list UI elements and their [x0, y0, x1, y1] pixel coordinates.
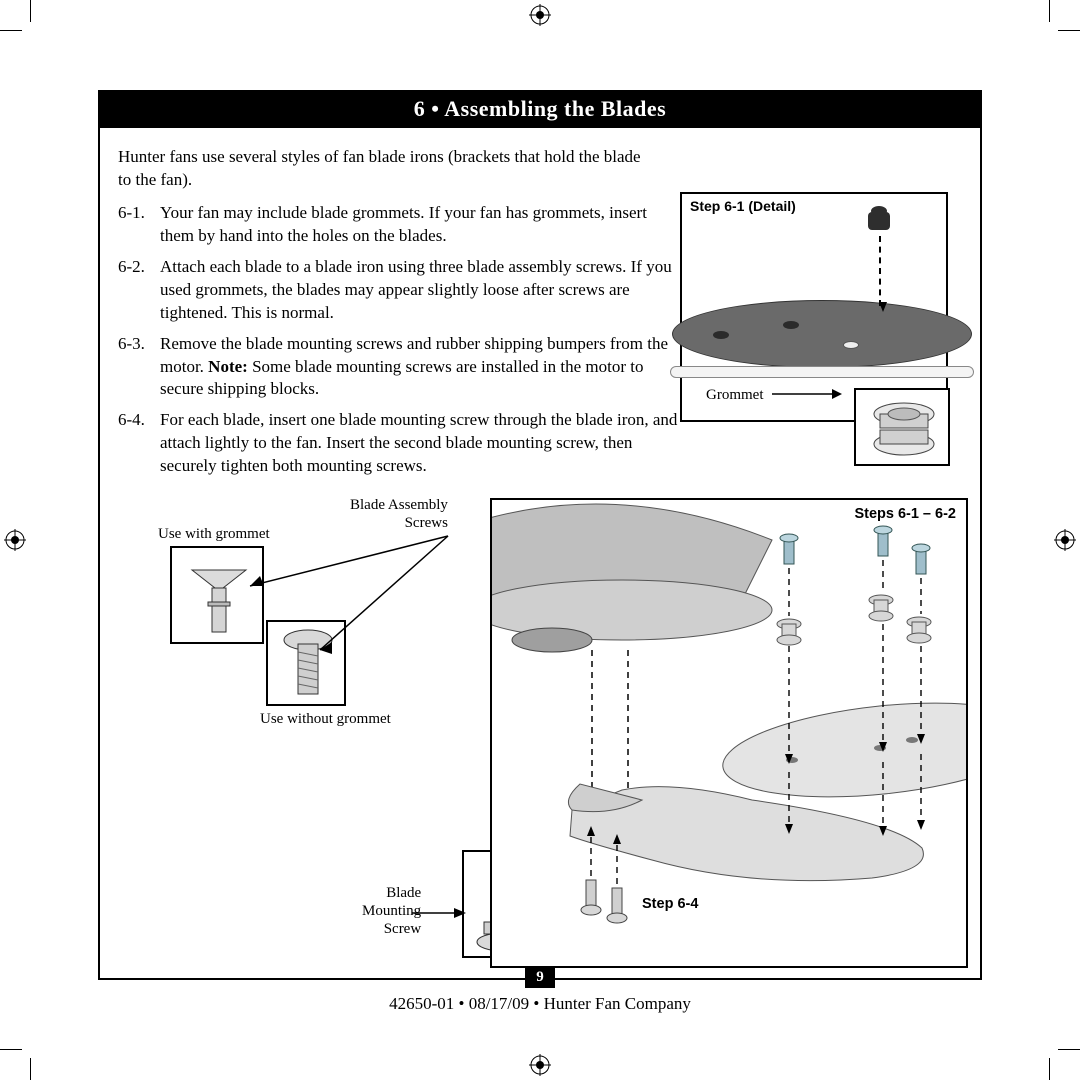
registration-mark-icon	[1054, 529, 1076, 551]
intro-text: Hunter fans use several styles of fan bl…	[118, 146, 658, 192]
leader-line-icon	[220, 532, 480, 692]
section-frame: 6 • Assembling the Blades Hunter fans us…	[98, 90, 982, 980]
step-6-1: 6-1. Your fan may include blade grommets…	[118, 202, 678, 248]
step-text: For each blade, insert one blade mountin…	[160, 409, 678, 478]
step-text: Attach each blade to a blade iron using …	[160, 256, 678, 325]
grommet-icon	[868, 212, 890, 230]
registration-mark-icon	[4, 529, 26, 551]
step-text: Your fan may include blade grommets. If …	[160, 202, 678, 248]
step-number: 6-2.	[118, 256, 160, 325]
note-label: Note:	[208, 357, 248, 376]
figure-title: Step 6-1 (Detail)	[690, 198, 796, 214]
step-number: 6-4.	[118, 409, 160, 478]
step-number: 6-1.	[118, 202, 160, 248]
step-6-2: 6-2. Attach each blade to a blade iron u…	[118, 256, 678, 325]
step-list: 6-1. Your fan may include blade grommets…	[118, 202, 678, 478]
registration-mark-icon	[529, 1054, 551, 1076]
section-heading: 6 • Assembling the Blades	[100, 92, 980, 128]
section-body: Hunter fans use several styles of fan bl…	[100, 128, 980, 978]
step-6-4-label: Step 6-4	[642, 896, 698, 912]
step-text: Remove the blade mounting screws and rub…	[160, 333, 678, 402]
grommet-label: Grommet	[706, 387, 764, 404]
label-blade-assembly-screws: Blade Assembly Screws	[350, 496, 448, 532]
footer-text: 42650-01 • 08/17/09 • Hunter Fan Company	[0, 994, 1080, 1014]
registration-mark-icon	[529, 4, 551, 26]
blade-oval-icon	[672, 300, 972, 368]
leader-arrow-icon	[412, 906, 466, 920]
figure-main-assembly: Steps 6-1 – 6-2 Step 6-4	[490, 498, 968, 968]
figure-grommet-inset	[854, 388, 950, 466]
label-use-without-grommet: Use without grommet	[260, 710, 391, 728]
page-number: 9	[525, 966, 555, 988]
figure-title: Steps 6-1 – 6-2	[854, 506, 956, 522]
step-6-3: 6-3. Remove the blade mounting screws an…	[118, 333, 678, 402]
step-6-4: 6-4. For each blade, insert one blade mo…	[118, 409, 678, 478]
step-number: 6-3.	[118, 333, 160, 402]
